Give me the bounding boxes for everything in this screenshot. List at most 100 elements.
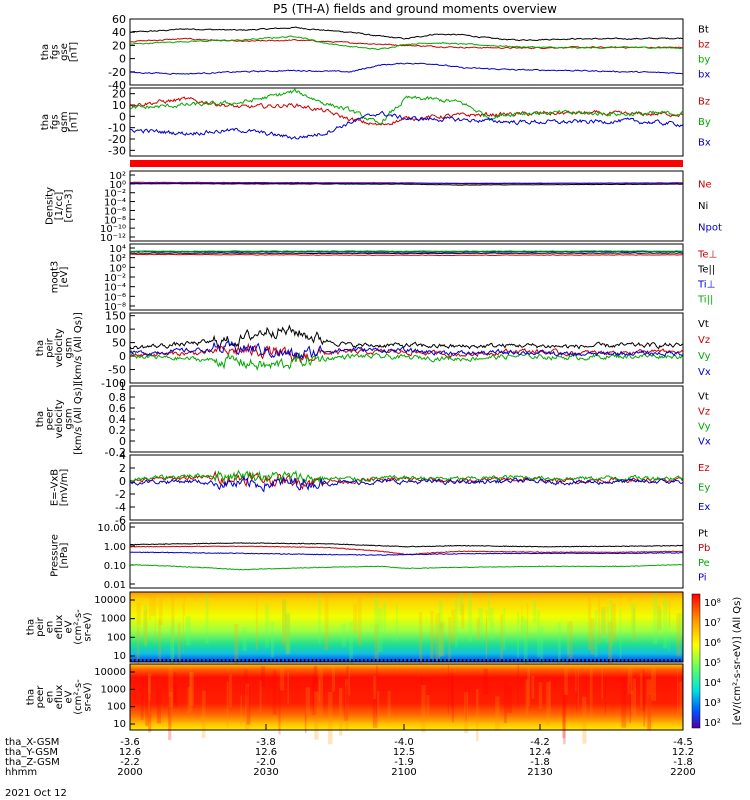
panels: thafgsgse[nT]6040200-20-40Btbzbybxthafgs…	[26, 13, 722, 745]
heatmap-stripe	[278, 685, 281, 735]
heatmap-stripe	[347, 668, 350, 696]
legend-Vt: Vt	[698, 392, 709, 403]
panel-ylabel: gsm	[64, 408, 75, 429]
heatmap-stripe	[630, 690, 633, 713]
heatmap-stripe	[353, 604, 358, 634]
panel-ylabel: (cm²-s-	[73, 679, 84, 715]
heatmap-gap	[382, 659, 385, 662]
heatmap-stripe	[255, 596, 258, 651]
heatmap-stripe	[265, 604, 269, 648]
heatmap-gap	[177, 659, 179, 662]
heatmap-stripe	[582, 696, 587, 744]
heatmap-gap	[272, 659, 274, 662]
x-tick-value: -4.2	[530, 737, 550, 748]
y-tick-label: 10²	[109, 171, 126, 182]
heatmap-gap	[394, 659, 397, 662]
panel-8: Pressure[nPa] 10.00 1.00 0.10 0.01 Pt Pb Pe Pi	[49, 522, 710, 591]
heatmap-stripe	[374, 596, 379, 638]
heatmap-gap	[149, 659, 152, 662]
heatmap-stripe	[627, 666, 633, 695]
heatmap-stripe	[600, 609, 605, 633]
series-Pt	[130, 542, 684, 548]
y-tick-label: 20	[112, 88, 126, 101]
heatmap-gap	[469, 659, 472, 662]
heatmap-stripe	[421, 685, 426, 733]
heatmap-gap	[477, 659, 480, 662]
heatmap-stripe	[287, 671, 289, 704]
x-tick-value: 12.6	[119, 747, 141, 758]
heatmap-gap	[367, 659, 369, 662]
panel-ylabel: tha	[35, 340, 46, 356]
legend-Te||: Te||	[697, 265, 715, 276]
heatmap-stripe	[564, 667, 568, 695]
heatmap-gap	[588, 659, 590, 662]
panel-ylabel: moqt3	[49, 261, 60, 294]
y-tick-label: 0.10	[104, 561, 126, 572]
legend-By: By	[698, 117, 711, 128]
y-tick-label: 0	[119, 53, 126, 66]
heatmap-gap	[414, 659, 416, 662]
heatmap-stripe	[447, 664, 449, 715]
heatmap-stripe	[240, 695, 242, 726]
heatmap-gap	[449, 659, 452, 662]
legend-Vt: Vt	[698, 319, 709, 330]
heatmap-stripe	[567, 624, 570, 655]
y-tick-label: -2	[115, 488, 126, 501]
heatmap-stripe	[331, 665, 336, 692]
heatmap-gap	[627, 659, 630, 662]
heatmap-stripe	[396, 605, 398, 641]
heatmap-gap	[604, 659, 606, 662]
heatmap-stripe	[525, 679, 529, 716]
heatmap-gap	[592, 659, 594, 662]
legend-Ey: Ey	[698, 483, 710, 494]
panel-ylabel: tha	[35, 411, 46, 427]
heatmap-gap	[181, 659, 183, 662]
heatmap-stripe	[520, 616, 525, 640]
panel-7: E=-VxB[mV/m] 420-2-4-6 Ez Ey Ex	[49, 449, 710, 527]
panel-ylabel: eV	[64, 620, 75, 633]
x-tick-value: 2030	[253, 767, 278, 778]
legend-by: by	[698, 55, 710, 66]
heatmap-stripe	[324, 594, 329, 650]
heatmap-stripe	[282, 599, 286, 646]
series-Bt	[129, 26, 684, 42]
heatmap-stripe	[495, 696, 500, 731]
heatmap-gap	[619, 659, 622, 662]
heatmap-gap	[303, 659, 306, 662]
panel-ylabel: [km/s (All Qs)]	[73, 312, 84, 384]
legend-Vz: Vz	[698, 335, 710, 346]
heatmap-gap	[422, 659, 424, 662]
heatmap-gap	[252, 659, 254, 662]
heatmap-stripe	[668, 612, 670, 651]
y-tick-label: 10	[113, 651, 126, 662]
heatmap-stripe	[569, 621, 573, 659]
heatmap-gap	[307, 659, 310, 662]
y-tick-label: -30	[108, 144, 126, 157]
heatmap-stripe	[148, 673, 151, 701]
heatmap-gap	[331, 659, 333, 662]
heatmap-gap	[145, 659, 148, 662]
heatmap-gap	[201, 659, 203, 662]
x-tick-value: -2.2	[120, 757, 140, 768]
heatmap-stripe	[228, 674, 232, 708]
heatmap-stripe	[478, 607, 483, 636]
heatmap-stripe	[526, 603, 529, 640]
y-tick-label: 0	[119, 435, 126, 448]
panel-ylabel: velocity	[54, 399, 65, 438]
y-tick-label: 0	[119, 475, 126, 488]
colorbar-tick-label: 10⁷	[704, 618, 721, 629]
y-tick-label: 0.4	[109, 413, 127, 426]
y-tick-label: 4	[119, 449, 126, 462]
heatmap-gap	[679, 659, 681, 662]
series-Te||	[130, 252, 684, 255]
series-Pe	[129, 563, 683, 571]
heatmap-gap	[197, 659, 199, 662]
y-tick-label: 10000	[94, 667, 126, 678]
heatmap-gap	[232, 659, 235, 662]
series-by	[129, 35, 684, 51]
y-tick-label: 1000	[101, 684, 126, 695]
heatmap-stripe	[653, 593, 658, 645]
heatmap-gap	[663, 659, 665, 662]
